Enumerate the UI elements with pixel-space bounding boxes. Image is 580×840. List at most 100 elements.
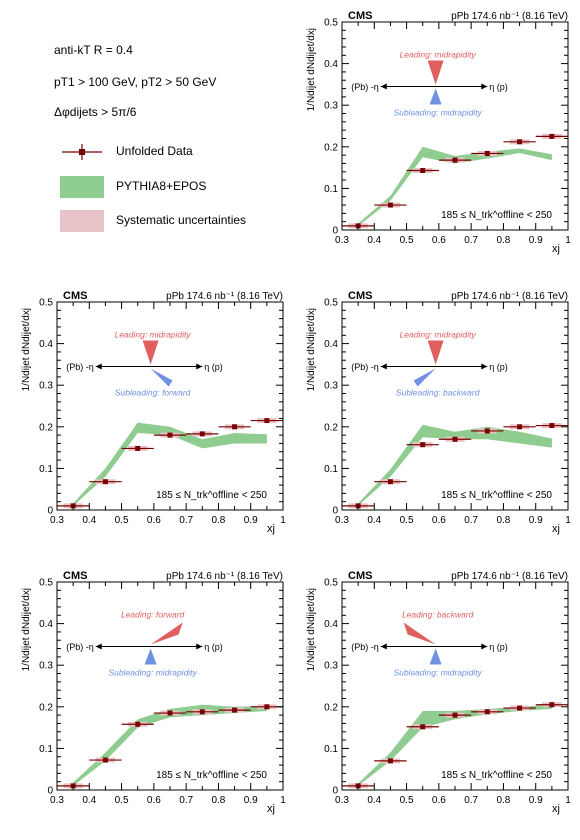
data-point	[167, 432, 173, 438]
x-tick-label: 0.8	[211, 515, 225, 526]
y-tick-label: 0.1	[324, 744, 338, 755]
chart-panel-4: CMS pPb 174.6 nb⁻¹ (8.16 TeV) 0.3 0.4 0.5 0.6…	[21, 570, 286, 815]
subleading-label: Subleading: forward	[115, 388, 191, 398]
data-point	[452, 436, 458, 442]
legend-label-data: Unfolded Data	[116, 144, 193, 158]
data-point	[387, 479, 393, 485]
data-point	[199, 709, 205, 715]
eta-arrow-right	[481, 363, 488, 370]
y-tick-label: 0	[47, 786, 53, 797]
x-axis-label: xj	[552, 523, 560, 535]
data-point	[549, 702, 555, 708]
legend: anti-kT R = 0.4 pT1 > 100 GeV, pT2 > 50 …	[40, 35, 300, 235]
chart-panel-1: CMS pPb 174.6 nb⁻¹ (8.16 TeV) 0.3 0.4 0.5 0.6…	[306, 10, 571, 255]
x-tick-label: 0.6	[147, 515, 161, 526]
y-tick-label: 0.1	[324, 464, 338, 475]
x-tick-label: 0.9	[529, 515, 543, 526]
x-tick-label: 1	[280, 515, 286, 526]
y-axis-label: 1/Ndijet dNdijet/dxj	[306, 308, 317, 391]
x-tick-label: 0.3	[335, 795, 349, 806]
data-point	[232, 424, 238, 430]
legend-data-marker	[62, 144, 102, 160]
y-tick-label: 0.4	[324, 59, 338, 70]
x-tick-label: 0.4	[367, 515, 381, 526]
cms-label: CMS	[348, 290, 372, 302]
y-tick-label: 0.5	[324, 298, 338, 309]
legend-label-model: PYTHIA8+EPOS	[116, 179, 207, 193]
leading-jet-cone	[427, 340, 444, 365]
x-tick-label: 0.5	[115, 515, 129, 526]
x-tick-label: 0.3	[50, 795, 64, 806]
y-tick-label: 0.4	[324, 619, 338, 630]
legend-pt-cut: pT1 > 100 GeV, pT2 > 50 GeV	[54, 75, 217, 89]
y-axis-label: 1/Ndijet dNdijet/dxj	[21, 308, 32, 391]
data-point	[355, 223, 361, 229]
x-tick-label: 0.7	[179, 515, 193, 526]
y-tick-label: 0.3	[39, 661, 53, 672]
y-tick-label: 0	[332, 226, 338, 237]
y-axis-label: 1/Ndijet dNdijet/dxj	[306, 28, 317, 111]
eta-arrow-left	[380, 83, 387, 90]
x-tick-label: 0.5	[400, 515, 414, 526]
eta-right-label: η (p)	[489, 642, 508, 652]
y-tick-label: 0.4	[324, 339, 338, 350]
x-axis-label: xj	[267, 523, 275, 535]
chart-panel-3: CMS pPb 174.6 nb⁻¹ (8.16 TeV) 0.3 0.4 0.5 0.6…	[306, 290, 571, 535]
x-tick-label: 0.8	[496, 235, 510, 246]
subleading-jet-cone	[413, 368, 436, 387]
data-point	[199, 431, 205, 437]
y-tick-label: 0	[332, 786, 338, 797]
x-tick-label: 0.8	[496, 795, 510, 806]
eta-right-label: η (p)	[204, 362, 223, 372]
subleading-jet-cone	[429, 88, 442, 105]
x-tick-label: 0.7	[464, 795, 478, 806]
data-point	[420, 724, 426, 730]
y-axis-label: 1/Ndijet dNdijet/dxj	[21, 588, 32, 671]
legend-label-syst: Systematic uncertainties	[116, 213, 247, 227]
lumi-label: pPb 174.6 nb⁻¹ (8.16 TeV)	[451, 291, 568, 302]
legend-entry-data: Unfolded Data	[60, 141, 300, 163]
y-tick-label: 0.3	[324, 661, 338, 672]
x-axis-label: xj	[552, 243, 560, 255]
x-tick-label: 0.3	[50, 515, 64, 526]
y-tick-label: 0.1	[39, 744, 53, 755]
x-tick-label: 1	[565, 515, 571, 526]
data-point	[232, 707, 238, 713]
multiplicity-label: 185 ≤ N_trk^offline < 250	[441, 770, 552, 781]
data-point	[102, 479, 108, 485]
data-point	[420, 442, 426, 448]
leading-label: Leading: midrapidity	[115, 329, 192, 339]
x-tick-label: 0.3	[335, 515, 349, 526]
x-tick-label: 0.4	[367, 795, 381, 806]
x-tick-label: 0.4	[82, 515, 96, 526]
lumi-label: pPb 174.6 nb⁻¹ (8.16 TeV)	[166, 291, 283, 302]
leading-label: Leading: midrapidity	[400, 329, 477, 339]
cms-label: CMS	[348, 10, 372, 22]
subleading-label: Subleading: midrapidity	[108, 668, 197, 678]
y-tick-label: 0.3	[324, 381, 338, 392]
subleading-jet-cone	[150, 368, 173, 387]
x-tick-label: 0.7	[179, 795, 193, 806]
cms-label: CMS	[63, 570, 87, 582]
x-tick-label: 0.6	[147, 795, 161, 806]
chart-panel-2: CMS pPb 174.6 nb⁻¹ (8.16 TeV) 0.3 0.4 0.5 0.6…	[21, 290, 286, 535]
x-tick-label: 0.9	[244, 515, 258, 526]
eta-right-label: η (p)	[204, 642, 223, 652]
y-tick-label: 0.5	[39, 298, 53, 309]
data-point	[484, 709, 490, 715]
model-band	[73, 422, 267, 506]
leading-jet-cone	[403, 622, 436, 645]
data-point	[484, 150, 490, 156]
eta-arrow-right	[196, 643, 203, 650]
y-tick-label: 0.4	[39, 339, 53, 350]
subleading-label: Subleading: midrapidity	[393, 108, 482, 118]
y-tick-label: 0.2	[324, 422, 338, 433]
x-tick-label: 1	[280, 795, 286, 806]
x-tick-label: 0.9	[529, 795, 543, 806]
x-tick-label: 0.6	[432, 235, 446, 246]
subleading-jet-cone	[429, 648, 442, 665]
multiplicity-label: 185 ≤ N_trk^offline < 250	[156, 770, 267, 781]
subleading-label: Subleading: backward	[396, 388, 480, 398]
x-tick-label: 0.9	[529, 235, 543, 246]
x-tick-label: 0.6	[432, 795, 446, 806]
